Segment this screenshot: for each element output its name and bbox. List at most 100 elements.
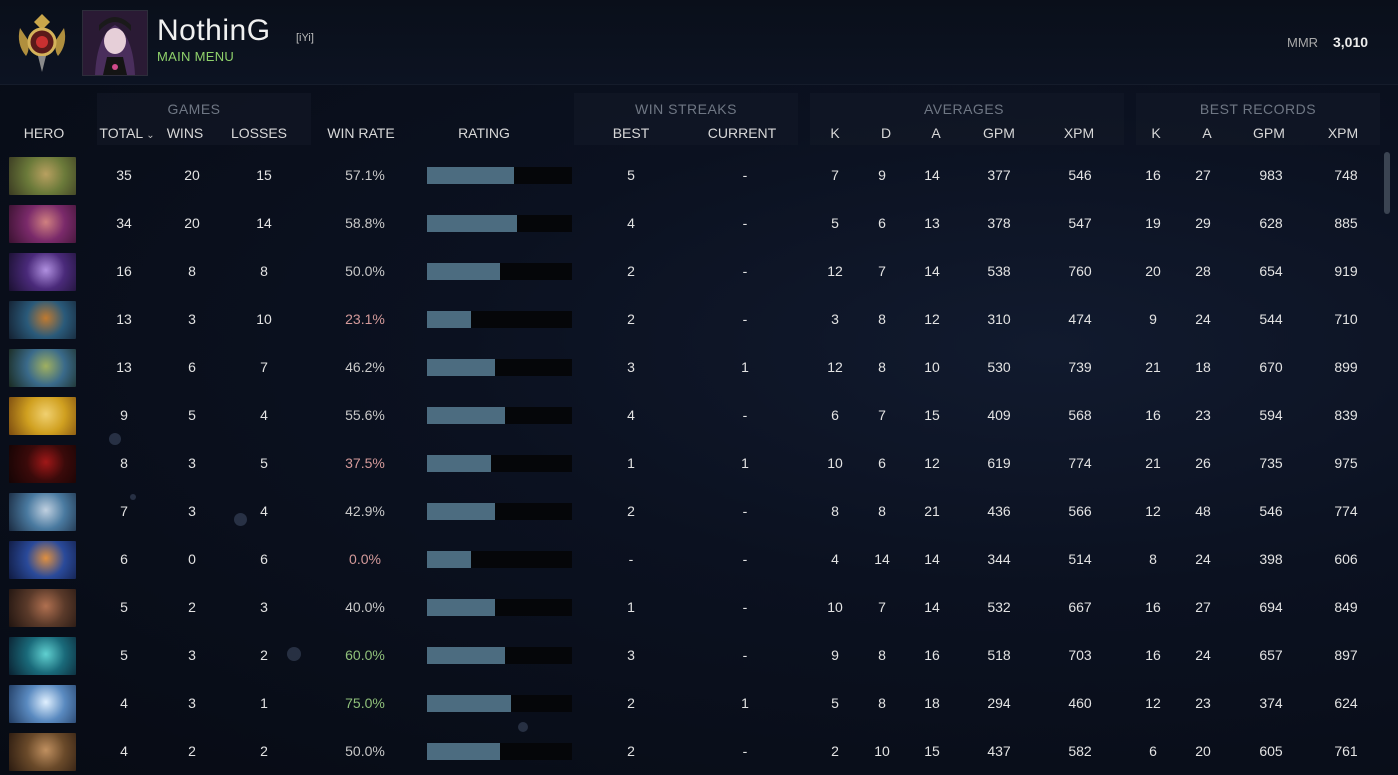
rating-bar: [427, 215, 572, 232]
column-header-avg-kills[interactable]: K: [830, 125, 840, 141]
cell-losses: 2: [260, 647, 268, 663]
hero-portrait[interactable]: [9, 445, 76, 483]
avatar[interactable]: [82, 10, 148, 76]
hero-portrait[interactable]: [9, 349, 76, 387]
table-row[interactable]: 9 5 4 55.6% 4 - 6 7 15 409 568 16 23 594 839: [0, 391, 1380, 439]
background-particle: [234, 513, 247, 526]
table-row[interactable]: 6 0 6 0.0% - -4 14 14 344 514 8 24 398 606: [0, 535, 1380, 583]
cell-current-streak: -: [742, 215, 748, 231]
cell-best-streak: 2: [627, 695, 635, 711]
rating-bar-fill: [427, 551, 471, 568]
scrollbar-thumb[interactable]: [1384, 152, 1390, 214]
cell-avg-gpm: 538: [987, 263, 1011, 279]
hero-portrait[interactable]: [9, 205, 76, 243]
table-row[interactable]: 34 20 14 58.8% 4 - 5 6 13 378 547 19 29 628 885: [0, 199, 1380, 247]
column-header-win-rate[interactable]: WIN RATE: [327, 125, 395, 141]
rating-bar-fill: [427, 263, 500, 280]
rating-bar: [427, 599, 572, 616]
column-header-total[interactable]: TOTAL ⌄: [92, 125, 162, 141]
cell-avg-deaths: 14: [874, 551, 890, 567]
column-header-best-kills[interactable]: K: [1151, 125, 1161, 141]
hero-portrait[interactable]: [9, 157, 76, 195]
cell-avg-xpm: 760: [1068, 263, 1092, 279]
hero-portrait[interactable]: [9, 541, 76, 579]
cell-losses: 4: [260, 503, 268, 519]
cell-losses: 2: [260, 743, 268, 759]
cell-avg-deaths: 6: [878, 215, 886, 231]
column-header-losses[interactable]: LOSSES: [230, 125, 288, 141]
cell-best-assists: 23: [1195, 695, 1211, 711]
hero-portrait[interactable]: [9, 733, 76, 771]
cell-avg-gpm: 530: [987, 359, 1011, 375]
hero-portrait[interactable]: [9, 493, 76, 531]
hero-portrait[interactable]: [9, 589, 76, 627]
cell-best-kills: 12: [1145, 503, 1161, 519]
cell-best-kills: 19: [1145, 215, 1161, 231]
cell-current-streak: 1: [741, 695, 749, 711]
cell-best-kills: 16: [1145, 599, 1161, 615]
cell-best-streak: 2: [627, 263, 635, 279]
table-row[interactable]: 35 20 15 57.1% 5 - 7 9 14 377 546 16 27 983 748: [0, 151, 1380, 199]
column-header-wins[interactable]: WINS: [166, 125, 204, 141]
rating-bar: [427, 455, 572, 472]
cell-avg-xpm: 703: [1068, 647, 1092, 663]
column-header-avg-deaths[interactable]: D: [880, 125, 892, 141]
cell-best-xpm: 849: [1334, 599, 1358, 615]
cell-avg-assists: 21: [924, 503, 940, 519]
cell-total: 6: [120, 551, 128, 567]
column-header-best-xpm[interactable]: XPM: [1327, 125, 1359, 141]
column-header-best-streak[interactable]: BEST: [612, 125, 650, 141]
cell-win-rate: 40.0%: [345, 599, 385, 615]
profile-header: NothinG [iYi] MAIN MENU MMR 3,010: [0, 0, 1398, 85]
hero-portrait[interactable]: [9, 301, 76, 339]
column-header-current-streak[interactable]: CURRENT: [707, 125, 777, 141]
table-row[interactable]: 4 3 1 75.0% 2 1 5 8 18 294 460 12 23 374 624: [0, 679, 1380, 727]
cell-win-rate: 55.6%: [345, 407, 385, 423]
cell-losses: 8: [260, 263, 268, 279]
table-row[interactable]: 7 3 4 42.9% 2 - 8 8 21 436 566 12 48 546 774: [0, 487, 1380, 535]
column-header-total-label: TOTAL: [99, 125, 144, 141]
column-header-best-gpm[interactable]: GPM: [1253, 125, 1285, 141]
cell-avg-deaths: 7: [878, 407, 886, 423]
table-row[interactable]: 5 3 2 60.0% 3 - 9 8 16 518 703 16 24 657 897: [0, 631, 1380, 679]
cell-best-xpm: 897: [1334, 647, 1358, 663]
cell-avg-deaths: 9: [878, 167, 886, 183]
cell-avg-assists: 13: [924, 215, 940, 231]
table-row[interactable]: 13 6 7 46.2% 3 1 12 8 10 530 739 21 18 670 899: [0, 343, 1380, 391]
cell-current-streak: -: [742, 743, 748, 759]
hero-portrait[interactable]: [9, 685, 76, 723]
cell-avg-gpm: 344: [987, 551, 1011, 567]
rating-bar: [427, 359, 572, 376]
cell-avg-kills: 12: [827, 263, 843, 279]
rating-bar: [427, 551, 572, 568]
column-header-rating[interactable]: RATING: [458, 125, 510, 141]
cell-best-gpm: 983: [1259, 167, 1283, 183]
cell-best-xpm: 624: [1334, 695, 1358, 711]
table-row[interactable]: 8 3 5 37.5% 1 1 10 6 12 619 774 21 26 735 975: [0, 439, 1380, 487]
cell-wins: 8: [188, 263, 196, 279]
rating-bar-fill: [427, 311, 471, 328]
column-header-best-assists[interactable]: A: [1202, 125, 1212, 141]
cell-avg-deaths: 7: [878, 263, 886, 279]
cell-wins: 20: [184, 215, 200, 231]
cell-win-rate: 37.5%: [345, 455, 385, 471]
column-header-avg-gpm[interactable]: GPM: [983, 125, 1015, 141]
hero-portrait[interactable]: [9, 397, 76, 435]
table-row[interactable]: 13 3 10 23.1% 2-3 8 12 310 474 9 24 544 710: [0, 295, 1380, 343]
column-header-avg-xpm[interactable]: XPM: [1063, 125, 1095, 141]
hero-portrait[interactable]: [9, 637, 76, 675]
cell-total: 13: [116, 311, 132, 327]
main-menu-link[interactable]: MAIN MENU: [157, 49, 235, 64]
table-row[interactable]: 4 2 2 50.0% 2 - 2 10 15 437 582 6 20 605 761: [0, 727, 1380, 775]
column-header-hero[interactable]: HERO: [23, 125, 65, 141]
cell-best-gpm: 694: [1259, 599, 1283, 615]
table-row[interactable]: 16 8 8 50.0% 2 - 12 7 14 538 760 20 28 654 919: [0, 247, 1380, 295]
cell-avg-kills: 3: [831, 311, 839, 327]
rating-bar: [427, 263, 572, 280]
table-row[interactable]: 5 2 3 40.0% 1 - 10 7 14 532 667 16 27 694 849: [0, 583, 1380, 631]
rating-bar-fill: [427, 599, 495, 616]
cell-avg-assists: 12: [924, 311, 940, 327]
hero-portrait[interactable]: [9, 253, 76, 291]
column-header-avg-assists[interactable]: A: [931, 125, 941, 141]
cell-wins: 20: [184, 167, 200, 183]
